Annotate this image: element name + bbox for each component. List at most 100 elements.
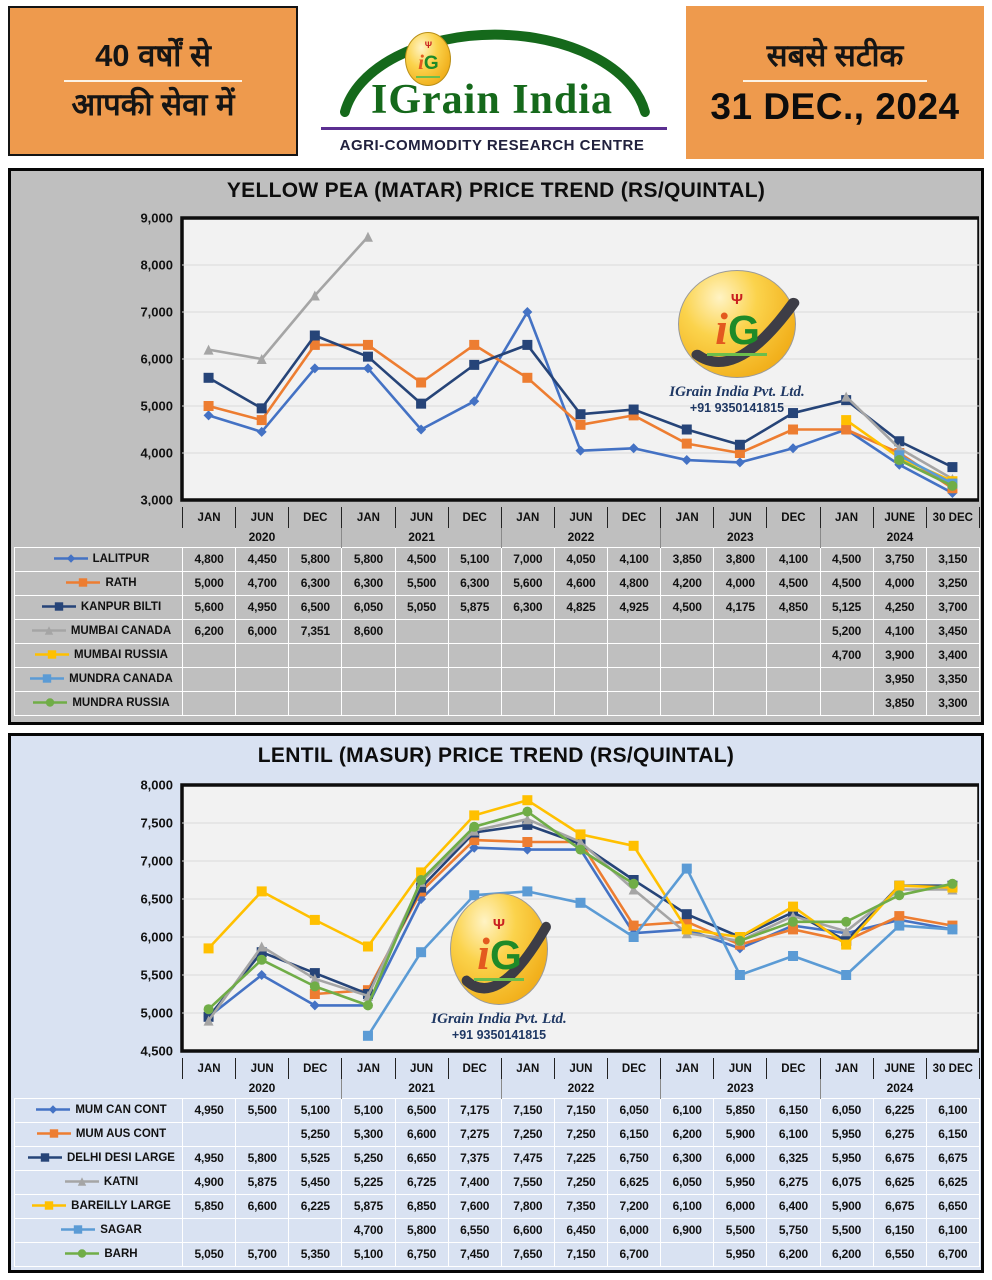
price-cell: 5,100 xyxy=(341,1097,396,1123)
report-date: 31 DEC., 2024 xyxy=(710,86,960,128)
price-cell: 6,000 xyxy=(235,618,290,644)
price-cell: 3,150 xyxy=(925,546,980,572)
price-cell: 3,250 xyxy=(925,570,980,596)
year-header: 2022 xyxy=(500,1079,661,1098)
line-chart: 4,500 5,000 5,500 6,000 6,500 7,000 7,500 8,000 xyxy=(140,778,979,1058)
svg-text:4,500: 4,500 xyxy=(140,1044,173,1058)
month-header: DEC xyxy=(766,507,820,528)
legend-key-icon xyxy=(35,650,70,660)
price-cell xyxy=(181,1217,237,1243)
price-cell: 7,175 xyxy=(447,1097,502,1123)
month-header: JAN xyxy=(660,1058,714,1079)
price-cell: 6,625 xyxy=(606,1169,662,1195)
price-cell xyxy=(235,666,290,692)
price-cell xyxy=(341,690,396,716)
month-header: JAN xyxy=(181,507,236,528)
price-cell: 4,500 xyxy=(766,570,821,596)
price-cell: 6,625 xyxy=(925,1169,980,1195)
month-header: DEC xyxy=(288,507,342,528)
price-cell: 6,275 xyxy=(872,1121,927,1147)
price-cell: 3,450 xyxy=(925,618,980,644)
price-cell: 6,750 xyxy=(606,1145,662,1171)
wheat-icon: Ψ xyxy=(424,39,433,50)
watermark-company: IGrain India Pvt. Ltd. xyxy=(669,384,805,400)
svg-text:6,000: 6,000 xyxy=(140,930,173,945)
price-cell: 3,400 xyxy=(925,642,980,668)
header: 40 वर्षों से आपकी सेवा में Ψ iG IGrain I… xyxy=(0,0,992,162)
price-cell: 6,200 xyxy=(660,1121,715,1147)
header-brand: Ψ iG IGrain India AGRI-COMMODITY RESEARC… xyxy=(302,6,682,162)
price-cell: 3,850 xyxy=(660,546,715,572)
series-label: KATNI xyxy=(14,1169,183,1195)
price-cell xyxy=(288,1217,343,1243)
price-cell xyxy=(341,666,396,692)
price-cell: 6,675 xyxy=(925,1145,980,1171)
price-cell xyxy=(447,690,502,716)
price-cell: 4,700 xyxy=(235,570,290,596)
price-cell: 5,950 xyxy=(713,1241,768,1267)
price-cell xyxy=(394,666,449,692)
price-cell xyxy=(500,642,555,668)
month-header: DEC xyxy=(288,1058,342,1079)
price-cell: 5,875 xyxy=(447,594,502,620)
price-cell: 5,950 xyxy=(819,1121,874,1147)
month-header: JAN xyxy=(500,1058,555,1079)
price-cell: 4,700 xyxy=(819,642,874,668)
price-cell xyxy=(606,618,662,644)
price-cell: 6,300 xyxy=(500,594,555,620)
month-header: JAN xyxy=(341,507,395,528)
price-cell: 4,200 xyxy=(660,570,715,596)
price-cell: 5,500 xyxy=(394,570,449,596)
month-header: 30 DEC xyxy=(925,1058,980,1079)
price-cell: 6,100 xyxy=(660,1097,715,1123)
price-cell: 7,600 xyxy=(447,1193,502,1219)
month-header: DEC xyxy=(766,1058,820,1079)
month-header: JAN xyxy=(819,1058,874,1079)
price-cell: 5,125 xyxy=(819,594,874,620)
table-row: KATNI 4,900 5,875 5,450 5,225 6,725 7,400 7,550… xyxy=(14,1169,980,1195)
price-cell: 4,950 xyxy=(181,1097,237,1123)
price-cell: 4,175 xyxy=(713,594,768,620)
price-cell: 6,550 xyxy=(872,1241,927,1267)
price-cell: 6,275 xyxy=(766,1169,821,1195)
svg-text:5,500: 5,500 xyxy=(140,968,173,983)
price-cell: 7,200 xyxy=(606,1193,662,1219)
price-cell: 5,900 xyxy=(819,1193,874,1219)
price-cell xyxy=(235,1217,290,1243)
wheat-icon: Ψ xyxy=(492,916,506,934)
price-cell: 6,000 xyxy=(713,1193,768,1219)
month-header-row: JAN JUN DEC JAN JUN DEC JAN JUN DEC JAN JUN DEC JAN J… xyxy=(15,507,980,528)
logo-underline xyxy=(474,977,524,981)
price-cell: 6,100 xyxy=(925,1097,980,1123)
table-row: MUNDRA CANADA 3,950 3,350 xyxy=(14,666,980,692)
month-header: JAN xyxy=(181,1058,236,1079)
price-cell xyxy=(500,618,555,644)
table-row: MUM AUS CONT 5,250 5,300 6,600 7,275 7,250 7,2… xyxy=(14,1121,980,1147)
year-header: 2020 xyxy=(248,530,276,545)
year-header: 2022 xyxy=(500,528,661,547)
table-row: MUMBAI CANADA 6,200 6,000 7,351 8,600 5,200 4,… xyxy=(14,618,980,644)
svg-text:6,500: 6,500 xyxy=(140,892,173,907)
legend-key-icon xyxy=(32,1201,67,1211)
series-label: LALITPUR xyxy=(14,546,183,572)
logo-ball: Ψ iG xyxy=(405,32,452,86)
price-cell: 6,675 xyxy=(872,1145,927,1171)
price-cell: 7,475 xyxy=(500,1145,555,1171)
price-cell: 3,350 xyxy=(925,666,980,692)
price-cell xyxy=(766,690,821,716)
price-cell: 6,650 xyxy=(394,1145,449,1171)
year-header: 2023 xyxy=(660,1079,820,1098)
svg-text:8,000: 8,000 xyxy=(140,778,173,793)
price-cell: 6,050 xyxy=(660,1169,715,1195)
month-header: JUN xyxy=(713,1058,767,1079)
price-cell: 5,500 xyxy=(713,1217,768,1243)
tagline-accurate: सबसे सटीक xyxy=(766,37,904,73)
price-cell: 3,800 xyxy=(713,546,768,572)
lentil-panel: LENTIL (MASUR) PRICE TREND (RS/QUINTAL) … xyxy=(8,733,984,1273)
price-cell: 4,850 xyxy=(766,594,821,620)
price-cell: 5,300 xyxy=(341,1121,396,1147)
price-cell: 3,700 xyxy=(925,594,980,620)
watermark-company: IGrain India Pvt. Ltd. xyxy=(431,1011,567,1027)
price-cell: 4,925 xyxy=(606,594,662,620)
